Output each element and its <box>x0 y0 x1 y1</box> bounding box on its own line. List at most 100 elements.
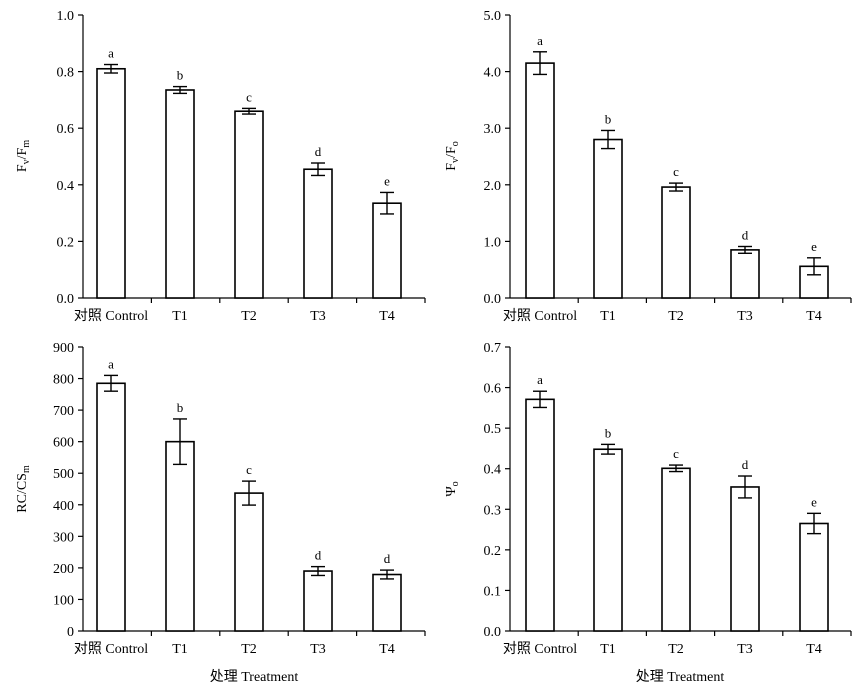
significance-letter: a <box>537 33 543 48</box>
category-label: T4 <box>806 309 822 324</box>
category-label: T4 <box>379 309 395 324</box>
category-label: T2 <box>241 642 257 657</box>
bar <box>661 186 691 299</box>
significance-letter: b <box>177 68 184 83</box>
significance-letter: a <box>537 372 543 387</box>
bar <box>730 486 760 632</box>
y-tick-label: 3.0 <box>484 122 502 137</box>
y-tick-label: 0.2 <box>57 235 75 250</box>
x-axis-title-1: 处理 Treatment <box>210 669 299 685</box>
bar <box>730 249 760 299</box>
bar <box>303 570 333 632</box>
y-tick-label: 1.0 <box>484 235 502 250</box>
significance-letter: e <box>811 494 817 509</box>
y-tick-label: 0.6 <box>57 122 75 137</box>
bar <box>96 67 126 299</box>
y-tick-label: 0 <box>67 625 74 640</box>
significance-letter: b <box>605 425 612 440</box>
category-label: T3 <box>737 642 753 657</box>
significance-letter: a <box>108 46 114 61</box>
chart-panel-1: 0.0 0.2 0.4 0.6 0.8 1.0 a 对照 Control b T1 c T2 d T3 e T… <box>15 9 426 324</box>
y-tick-label: 0.0 <box>57 292 75 307</box>
category-label: T1 <box>600 642 616 657</box>
chart-panel-4: 0.0 0.1 0.2 0.3 0.4 0.5 0.6 0.7 a 对照 Control b T1 c T… <box>444 341 852 657</box>
y-tick-label: 200 <box>53 562 74 577</box>
chart-panel-2: 0.0 1.0 2.0 3.0 4.0 5.0 a 对照 Control b T1 c T2 d T3 e T… <box>444 9 852 324</box>
category-label: T4 <box>379 642 395 657</box>
y-tick-label: 900 <box>53 341 74 356</box>
y-tick-label: 0.5 <box>484 422 502 437</box>
y-tick-label: 600 <box>53 436 74 451</box>
y-tick-label: 0.4 <box>484 463 502 478</box>
significance-letter: c <box>246 89 252 104</box>
bar <box>799 522 829 632</box>
y-axis-title: Fv/Fm <box>15 140 32 172</box>
category-label: T3 <box>310 309 326 324</box>
bar <box>96 382 126 632</box>
y-tick-label: 0.6 <box>484 382 502 397</box>
bar <box>303 168 333 299</box>
y-tick-label: 300 <box>53 530 74 545</box>
significance-letter: c <box>246 462 252 477</box>
category-label: T4 <box>806 642 822 657</box>
y-tick-label: 0.0 <box>484 292 502 307</box>
category-label: 对照 Control <box>74 308 148 324</box>
category-label: T3 <box>737 309 753 324</box>
significance-letter: c <box>673 164 679 179</box>
y-tick-label: 800 <box>53 373 74 388</box>
category-label: T1 <box>172 642 188 657</box>
significance-letter: b <box>605 111 612 126</box>
significance-letter: d <box>315 144 322 159</box>
y-tick-label: 100 <box>53 593 74 608</box>
significance-letter: d <box>742 227 749 242</box>
y-tick-label: 0.1 <box>484 584 502 599</box>
y-tick-label: 400 <box>53 499 74 514</box>
category-label: 对照 Control <box>503 641 577 657</box>
category-label: T2 <box>668 642 684 657</box>
chart-panel-3: 0 100 200 300 400 500 600 700 800 900 a 对照 Control b… <box>15 341 426 657</box>
y-tick-label: 0.0 <box>484 625 502 640</box>
significance-letter: e <box>384 173 390 188</box>
y-tick-label: 2.0 <box>484 179 502 194</box>
significance-letter: b <box>177 400 184 415</box>
y-tick-label: 0.8 <box>57 66 75 81</box>
category-label: T2 <box>241 309 257 324</box>
y-tick-label: 5.0 <box>484 9 502 24</box>
y-tick-label: 500 <box>53 467 74 482</box>
y-tick-label: 0.7 <box>484 341 502 356</box>
bar <box>661 467 691 632</box>
significance-letter: c <box>673 446 679 461</box>
bar <box>234 492 264 632</box>
y-axis-title: RC/CSm <box>15 465 32 513</box>
category-label: T3 <box>310 642 326 657</box>
y-tick-label: 700 <box>53 404 74 419</box>
significance-letter: d <box>384 551 391 566</box>
y-tick-label: 1.0 <box>57 9 75 24</box>
bar <box>525 398 555 632</box>
bar <box>372 573 402 632</box>
significance-letter: d <box>315 548 322 563</box>
bar <box>593 138 623 299</box>
significance-letter: a <box>108 356 114 371</box>
bar <box>234 110 264 299</box>
category-label: 对照 Control <box>503 308 577 324</box>
significance-letter: d <box>742 457 749 472</box>
bar <box>525 62 555 299</box>
x-axis-title-2: 处理 Treatment <box>636 669 725 685</box>
y-tick-label: 0.3 <box>484 503 502 518</box>
bar <box>165 440 195 632</box>
bar <box>593 448 623 632</box>
y-axis-title: Ψo <box>444 481 461 496</box>
y-tick-label: 0.4 <box>57 179 75 194</box>
y-tick-label: 4.0 <box>484 66 502 81</box>
y-axis-title: Fv/Fo <box>444 141 461 170</box>
bar <box>372 202 402 299</box>
y-tick-label: 0.2 <box>484 544 502 559</box>
category-label: T2 <box>668 309 684 324</box>
significance-letter: e <box>811 239 817 254</box>
category-label: T1 <box>600 309 616 324</box>
category-label: T1 <box>172 309 188 324</box>
category-label: 对照 Control <box>74 641 148 657</box>
bar <box>165 89 195 299</box>
